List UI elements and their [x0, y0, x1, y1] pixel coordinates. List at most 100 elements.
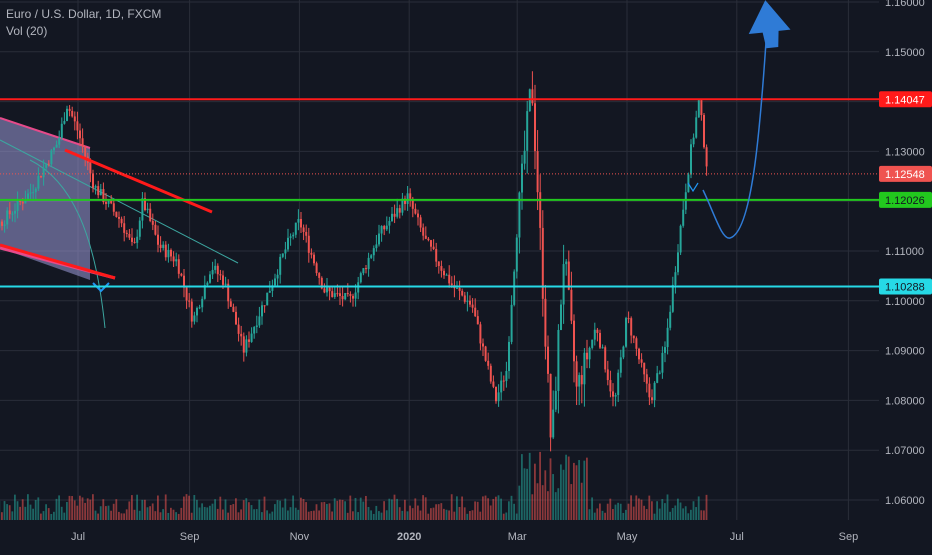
candle-body [61, 124, 63, 138]
candle-body [638, 349, 640, 360]
candle-body [565, 262, 567, 265]
volume-bar [201, 503, 203, 520]
volume-bar [334, 498, 336, 520]
candle-body [308, 236, 310, 253]
volume-bar [165, 494, 167, 520]
volume-bar [66, 502, 68, 520]
candle-body [490, 366, 492, 382]
volume-bar [95, 511, 97, 520]
price-label-text: 1.14047 [885, 94, 925, 106]
candle-body [555, 391, 557, 410]
volume-bar [383, 501, 385, 520]
candle-body [9, 210, 11, 214]
candle-body [550, 374, 552, 438]
candle-body [492, 382, 494, 387]
candle-body [524, 151, 526, 164]
volume-bar [365, 496, 367, 520]
candle-body [82, 138, 84, 146]
volume-bar [97, 514, 99, 520]
candle-body [188, 301, 190, 302]
candle-body [284, 249, 286, 253]
volume-bar [321, 502, 323, 520]
candle-body [589, 348, 591, 359]
volume-bar [308, 512, 310, 520]
candle-body [544, 299, 546, 347]
volume-bar [591, 497, 593, 520]
candle-body [495, 387, 497, 401]
volume-bar [100, 506, 102, 520]
volume-bar [295, 508, 297, 520]
candle-body [446, 275, 448, 276]
volume-bar [292, 496, 294, 520]
volume-bar [407, 511, 409, 520]
volume-bar [521, 454, 523, 520]
volume-bar [417, 506, 419, 520]
candle-body [685, 192, 687, 209]
candle-body [690, 144, 692, 174]
volume-bar [45, 504, 47, 520]
volume-bar [464, 507, 466, 520]
volume-bar [477, 502, 479, 520]
candle-body [50, 150, 52, 164]
volume-bar [154, 511, 156, 520]
volume-bar [511, 496, 513, 520]
candle-body [196, 308, 198, 315]
candle-body [264, 305, 266, 306]
candle-body [547, 347, 549, 374]
volume-bar [628, 504, 630, 520]
x-tick-label: Jul [730, 531, 744, 543]
volume-bar [58, 495, 60, 520]
volume-bar [526, 469, 528, 520]
volume-bar [279, 501, 281, 520]
volume-bar [635, 495, 637, 520]
volume-bar [160, 512, 162, 520]
candle-body [526, 111, 528, 151]
volume-bar [316, 504, 318, 520]
candle-body [596, 330, 598, 333]
price-label-text: 1.12548 [885, 169, 925, 181]
candle-body [219, 274, 221, 275]
candle-body [191, 302, 193, 322]
candle-body [160, 245, 162, 248]
volume-bar [685, 506, 687, 520]
y-tick-label: 1.11000 [885, 246, 924, 258]
volume-bar [659, 509, 661, 520]
volume-bar [282, 507, 284, 520]
grid-lines [0, 0, 879, 520]
candle-body [531, 89, 533, 103]
candle-body [682, 210, 684, 226]
volume-bar [102, 499, 104, 520]
candle-body [261, 305, 263, 316]
volume-bar [134, 510, 136, 520]
candle-body [279, 257, 281, 275]
volume-bar [646, 509, 648, 520]
candle-body [570, 290, 572, 321]
volume-bar [612, 509, 614, 520]
candle-body [1, 222, 3, 226]
candle-body [409, 193, 411, 198]
candle-body [331, 291, 333, 297]
volume-bar [596, 508, 598, 520]
y-tick-label: 1.07000 [885, 445, 925, 457]
volume-bar [347, 513, 349, 520]
volume-bar [388, 499, 390, 520]
volume-bar [209, 506, 211, 520]
volume-bar [248, 502, 250, 520]
candle-body [552, 410, 554, 438]
volume-bar [310, 511, 312, 520]
candle-body [635, 338, 637, 349]
y-axis-background [879, 0, 932, 520]
volume-bar [474, 501, 476, 520]
candle-body [48, 164, 50, 165]
volume-bar [615, 505, 617, 520]
candle-body [615, 395, 617, 397]
candlestick-series [0, 71, 708, 451]
volume-bar [118, 512, 120, 520]
volume-bar [40, 514, 42, 520]
candle-body [232, 307, 234, 312]
candle-body [609, 380, 611, 391]
volume-bar [570, 484, 572, 520]
candle-body [277, 275, 279, 279]
